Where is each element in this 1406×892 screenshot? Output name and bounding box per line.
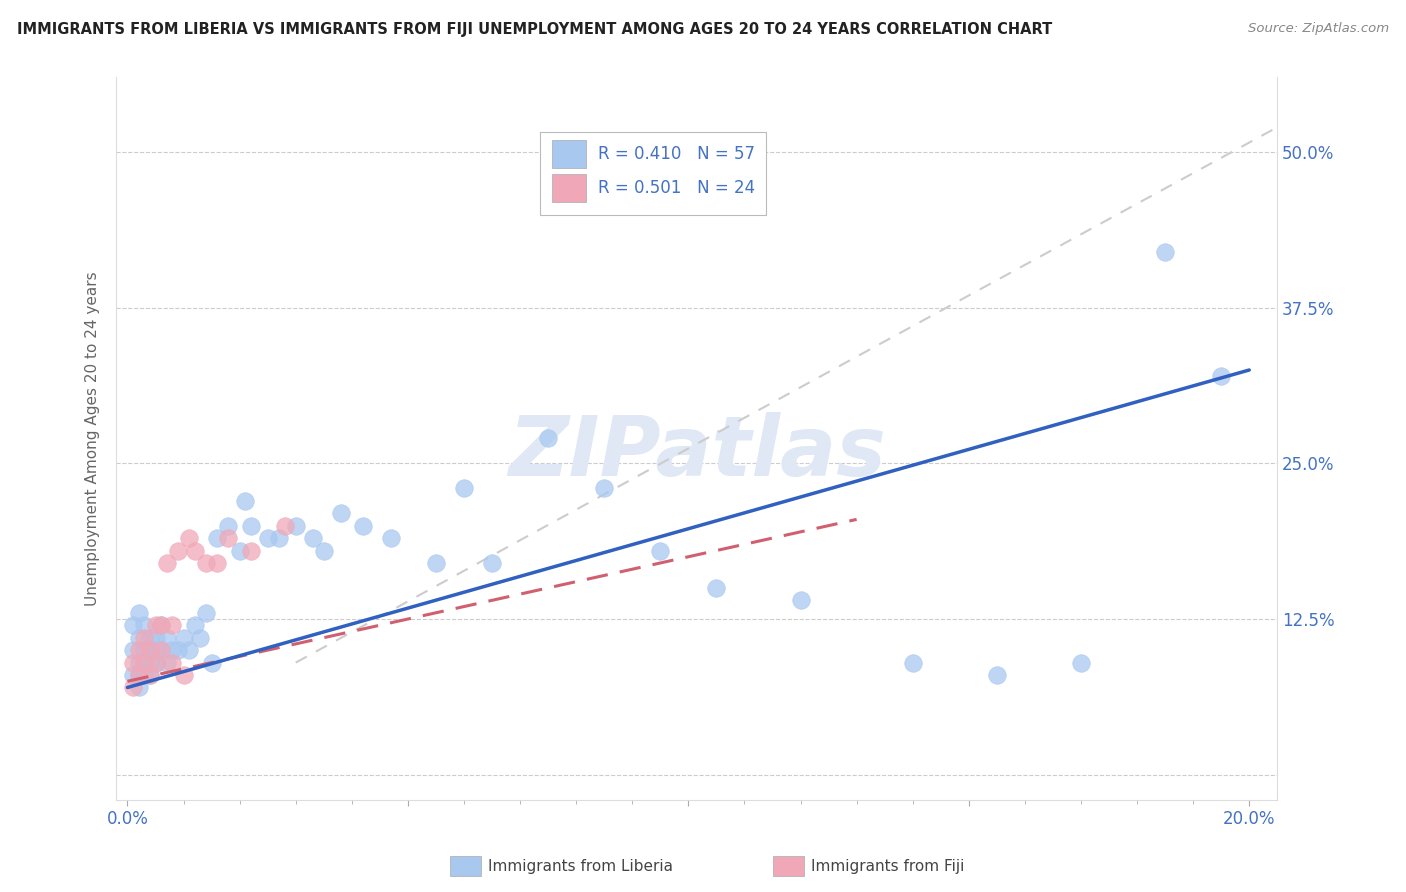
Point (179, 643, 201, 657)
Point (150, 618, 173, 632)
Point (593, 481, 616, 495)
Point (139, 668, 162, 682)
Point (207, 531, 229, 545)
Point (128, 668, 150, 682)
Text: ZIPatlas: ZIPatlas (508, 412, 886, 493)
Point (184, 618, 207, 632)
Point (233, 493, 256, 508)
Point (1070, 656, 1092, 670)
Point (162, 643, 184, 657)
Text: R = 0.501   N = 24: R = 0.501 N = 24 (598, 179, 755, 197)
Point (380, 531, 402, 545)
Point (134, 631, 156, 645)
Point (173, 631, 195, 645)
Point (239, 518, 262, 533)
Point (201, 656, 224, 670)
Point (139, 643, 162, 657)
Point (190, 631, 212, 645)
Text: Immigrants from Liberia: Immigrants from Liberia (488, 859, 673, 873)
Point (425, 556, 447, 570)
Point (228, 543, 250, 558)
Point (453, 481, 475, 495)
Point (650, 543, 672, 558)
Point (122, 618, 145, 632)
Point (329, 506, 352, 520)
Point (150, 643, 173, 657)
Point (217, 531, 239, 545)
FancyBboxPatch shape (540, 132, 766, 215)
Point (217, 518, 239, 533)
Point (128, 656, 150, 670)
Point (239, 543, 262, 558)
Point (122, 643, 145, 657)
Point (134, 643, 156, 657)
Point (150, 643, 173, 657)
Point (162, 618, 184, 632)
Point (128, 643, 150, 657)
Text: Source: ZipAtlas.com: Source: ZipAtlas.com (1249, 22, 1389, 36)
Point (134, 668, 156, 682)
Text: Immigrants from Fiji: Immigrants from Fiji (811, 859, 965, 873)
Text: R = 0.410   N = 57: R = 0.410 N = 57 (598, 145, 755, 163)
Point (122, 656, 145, 670)
Point (139, 668, 162, 682)
Point (145, 618, 167, 632)
Point (128, 668, 150, 682)
Point (139, 631, 162, 645)
Point (267, 531, 290, 545)
Point (256, 531, 278, 545)
Point (195, 606, 218, 620)
Point (134, 618, 156, 632)
Point (789, 593, 811, 607)
Point (128, 606, 150, 620)
Point (173, 668, 195, 682)
Point (145, 656, 167, 670)
Point (139, 656, 162, 670)
Point (195, 556, 218, 570)
Point (122, 668, 145, 682)
Point (352, 518, 374, 533)
Point (128, 631, 150, 645)
Point (156, 656, 179, 670)
Point (156, 631, 179, 645)
Point (145, 656, 167, 670)
FancyBboxPatch shape (551, 140, 586, 168)
Point (134, 656, 156, 670)
Point (481, 556, 503, 570)
Point (122, 681, 145, 695)
Point (706, 581, 728, 595)
Point (134, 656, 156, 670)
Point (537, 432, 560, 446)
FancyBboxPatch shape (551, 174, 586, 202)
Point (162, 656, 184, 670)
Point (128, 681, 150, 695)
Point (167, 643, 190, 657)
Y-axis label: Unemployment Among Ages 20 to 24 years: Unemployment Among Ages 20 to 24 years (86, 271, 100, 606)
Point (150, 618, 173, 632)
Point (312, 543, 335, 558)
Point (184, 543, 207, 558)
Point (301, 531, 323, 545)
Point (156, 556, 179, 570)
Point (145, 631, 167, 645)
Point (145, 643, 167, 657)
Point (207, 556, 229, 570)
Text: IMMIGRANTS FROM LIBERIA VS IMMIGRANTS FROM FIJI UNEMPLOYMENT AMONG AGES 20 TO 24: IMMIGRANTS FROM LIBERIA VS IMMIGRANTS FR… (17, 22, 1052, 37)
Point (273, 518, 295, 533)
Point (901, 656, 924, 670)
Point (1211, 369, 1233, 384)
Point (284, 518, 307, 533)
Point (986, 668, 1008, 682)
Point (139, 643, 162, 657)
Point (167, 543, 190, 558)
Point (179, 531, 201, 545)
Point (1154, 244, 1177, 259)
